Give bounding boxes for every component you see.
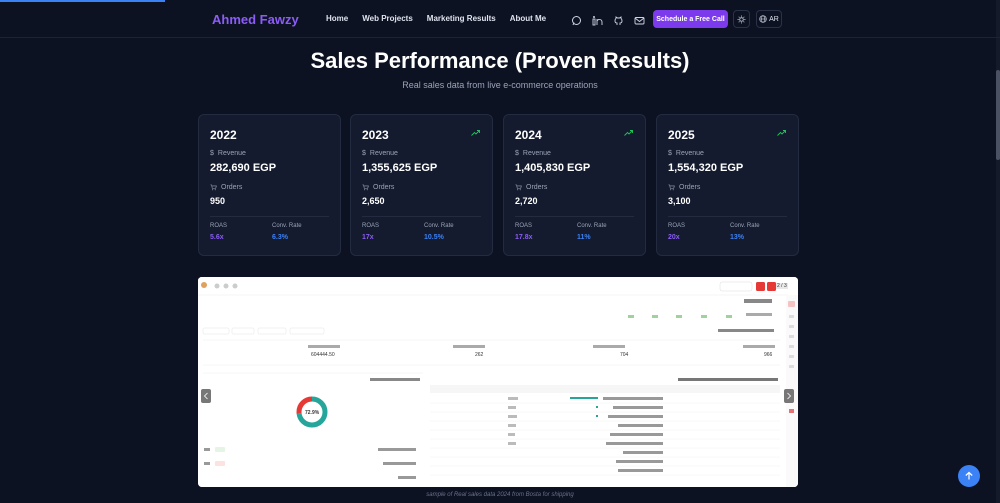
- nav-link-web-projects[interactable]: Web Projects: [362, 14, 413, 23]
- revenue-value: 282,690 EGP: [210, 162, 277, 174]
- scroll-to-top-button[interactable]: [958, 465, 980, 487]
- roas-label: ROAS: [515, 223, 533, 229]
- roas-value: 20x: [668, 234, 680, 241]
- language-switch-button[interactable]: AR: [756, 10, 782, 28]
- orders-label: Orders: [210, 184, 242, 191]
- orders-value: 950: [210, 196, 226, 206]
- screenshot-caption: sample of Real sales data 2024 from Bost…: [426, 492, 574, 498]
- mail-icon[interactable]: [634, 13, 645, 25]
- year-card-2022: 2022 $ Revenue 282,690 EGP Orders 950 ROA…: [198, 114, 341, 256]
- card-divider: [210, 216, 329, 217]
- schedule-call-button[interactable]: Schedule a Free Call: [653, 10, 728, 28]
- github-icon[interactable]: [613, 13, 624, 25]
- roas-value: 17x: [362, 234, 374, 241]
- conv-rate-label: Conv. Rate: [424, 223, 454, 229]
- nav-link-marketing-results[interactable]: Marketing Results: [426, 14, 496, 23]
- orders-label: Orders: [515, 184, 547, 191]
- card-year: 2025: [668, 128, 695, 142]
- year-card-2024: 2024 $ Revenue 1,405,830 EGP Orders 2,720…: [503, 114, 646, 256]
- orders-value: 2,650: [362, 196, 385, 206]
- reading-progress-bar: [0, 0, 165, 2]
- trending-up-icon: [624, 130, 633, 136]
- conv-rate-label: Conv. Rate: [730, 223, 760, 229]
- page-scrollbar-track[interactable]: [996, 0, 1000, 503]
- roas-label: ROAS: [362, 223, 380, 229]
- globe-icon: [759, 15, 767, 23]
- social-icons: [571, 13, 645, 26]
- linkedin-icon[interactable]: [592, 13, 603, 26]
- revenue-value: 1,405,830 EGP: [515, 162, 591, 174]
- stat-value-2: 262: [475, 352, 484, 358]
- card-divider: [362, 216, 481, 217]
- dollar-icon: $: [362, 150, 366, 157]
- conv-rate-value: 11%: [577, 234, 591, 241]
- dollar-icon: $: [515, 150, 519, 157]
- sales-dashboard-screenshot: 2 / 3 604444.50 262 704 966 72.9%: [198, 277, 798, 487]
- roas-label: ROAS: [210, 223, 228, 229]
- carousel-counter: 2 / 3: [776, 283, 788, 289]
- cart-icon: [210, 184, 217, 191]
- orders-value: 3,100: [668, 196, 691, 206]
- card-divider: [668, 216, 787, 217]
- nav-links: Home Web Projects Marketing Results Abou…: [326, 14, 560, 23]
- roas-label: ROAS: [668, 223, 686, 229]
- revenue-value: 1,554,320 EGP: [668, 162, 744, 174]
- table-rows: [430, 397, 780, 476]
- stat-value-3: 704: [620, 352, 629, 358]
- card-year: 2024: [515, 128, 542, 142]
- trending-up-icon: [777, 130, 786, 136]
- dashboard-image: [198, 277, 798, 487]
- brand-logo[interactable]: Ahmed Fawzy: [212, 12, 299, 27]
- conv-rate-label: Conv. Rate: [577, 223, 607, 229]
- stat-value-4: 966: [764, 352, 773, 358]
- orders-label: Orders: [362, 184, 394, 191]
- nav-link-home[interactable]: Home: [326, 14, 349, 23]
- conv-rate-value: 13%: [730, 234, 745, 241]
- theme-toggle-button[interactable]: [733, 10, 750, 28]
- year-card-2023: 2023 $ Revenue 1,355,625 EGP Orders 2,650…: [350, 114, 493, 256]
- conv-rate-value: 6.3%: [272, 234, 288, 241]
- chat-icon[interactable]: [571, 13, 582, 26]
- card-year: 2023: [362, 128, 389, 142]
- stat-value-1: 604444.50: [311, 352, 335, 358]
- card-year: 2022: [210, 128, 237, 142]
- trending-up-icon: [471, 130, 480, 136]
- dollar-icon: $: [668, 150, 672, 157]
- revenue-value: 1,355,625 EGP: [362, 162, 438, 174]
- roas-value: 17.8x: [515, 234, 533, 241]
- page-subtitle: Real sales data from live e-commerce ope…: [402, 80, 598, 90]
- page-title: Sales Performance (Proven Results): [310, 48, 690, 73]
- orders-label: Orders: [668, 184, 700, 191]
- dollar-icon: $: [210, 150, 214, 157]
- arrow-up-icon: [965, 471, 973, 480]
- cart-icon: [668, 184, 675, 191]
- page-scrollbar-thumb[interactable]: [996, 70, 1000, 160]
- language-label: AR: [769, 15, 779, 23]
- roas-value: 5.6x: [210, 234, 224, 241]
- sun-icon: [737, 15, 746, 23]
- conv-rate-value: 10.5%: [424, 234, 444, 241]
- orders-value: 2,720: [515, 196, 538, 206]
- donut-center-value: 72.9%: [305, 410, 320, 416]
- cart-icon: [515, 184, 522, 191]
- carousel-prev-button[interactable]: [201, 389, 211, 403]
- conv-rate-label: Conv. Rate: [272, 223, 302, 229]
- carousel-next-button[interactable]: [784, 389, 794, 403]
- revenue-label: $ Revenue: [515, 150, 551, 157]
- top-navigation: Ahmed Fawzy Home Web Projects Marketing …: [0, 0, 1000, 38]
- cart-icon: [362, 184, 369, 191]
- card-divider: [515, 216, 634, 217]
- revenue-label: $ Revenue: [362, 150, 398, 157]
- revenue-label: $ Revenue: [668, 150, 704, 157]
- year-card-2025: 2025 $ Revenue 1,554,320 EGP Orders 3,100…: [656, 114, 799, 256]
- revenue-label: $ Revenue: [210, 150, 246, 157]
- nav-link-about-me[interactable]: About Me: [509, 14, 547, 23]
